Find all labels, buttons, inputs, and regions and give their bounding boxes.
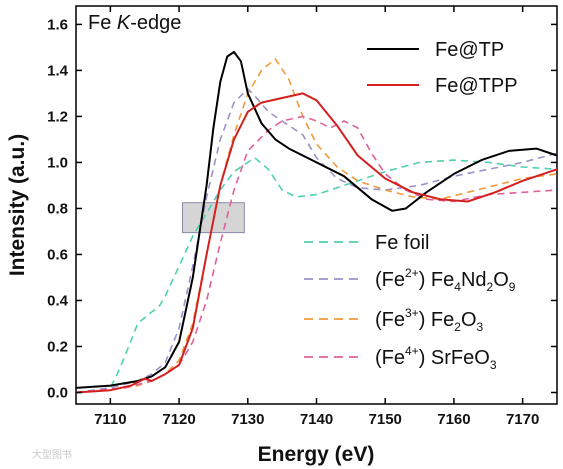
series-line-2 <box>75 157 558 394</box>
y-tick-label: 0.2 <box>47 338 68 355</box>
series-line-3 <box>75 88 558 394</box>
x-tick-label: 7150 <box>369 411 402 428</box>
legend-label: Fe@TP <box>435 39 504 61</box>
x-axis-title: Energy (eV) <box>258 443 375 466</box>
y-tick-label: 0.4 <box>47 292 69 309</box>
y-tick-label: 1.6 <box>47 16 68 33</box>
y-axis-title: Intensity (a.u.) <box>6 134 29 276</box>
x-tick-label: 7170 <box>506 411 539 428</box>
y-tick-label: 0.0 <box>47 384 68 401</box>
x-tick-label: 7110 <box>94 411 127 428</box>
legend-label: (Fe4+) SrFeO3 <box>375 344 497 372</box>
x-tick-label: 7140 <box>300 411 333 428</box>
series-line-1 <box>75 92 558 394</box>
x-tick-label: 7160 <box>437 411 470 428</box>
y-tick-label: 1.0 <box>47 154 68 171</box>
y-tick-label: 1.4 <box>47 62 69 79</box>
plot-area <box>75 5 558 405</box>
y-tick-label: 0.6 <box>47 246 68 263</box>
chart-title: Fe K-edge <box>88 12 181 34</box>
y-tick-label: 1.2 <box>47 108 68 125</box>
watermark-text: 大型图书 <box>32 448 72 461</box>
legend-label: (Fe3+) Fe2O3 <box>375 306 484 334</box>
y-tick-label: 0.8 <box>47 200 68 217</box>
series-line-4 <box>75 58 558 394</box>
x-tick-label: 7130 <box>231 411 264 428</box>
x-tick-label: 7120 <box>162 411 195 428</box>
legend-label: Fe foil <box>375 232 429 254</box>
legend-label: Fe@TPP <box>435 75 518 97</box>
legend-label: (Fe2+) Fe4Nd2O9 <box>375 266 516 294</box>
